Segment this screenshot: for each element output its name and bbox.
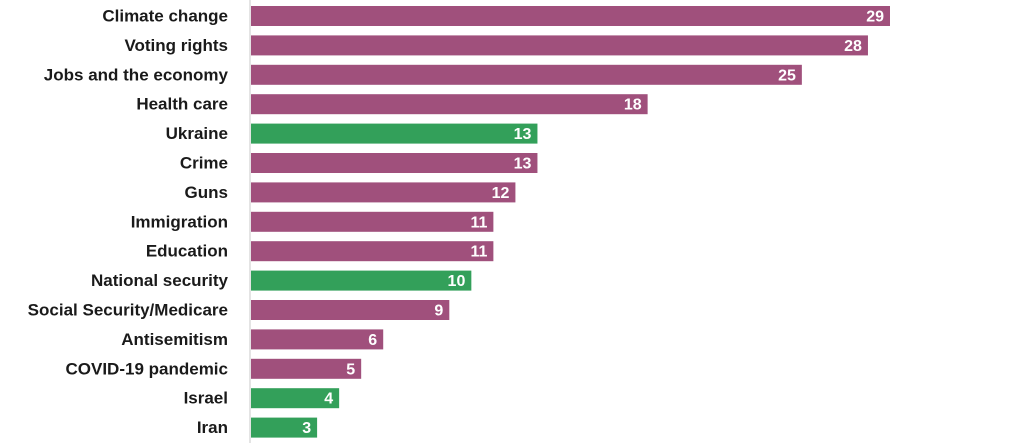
bar (251, 270, 472, 291)
value-label: 13 (514, 126, 532, 143)
bar (251, 123, 538, 144)
value-label: 5 (346, 361, 355, 378)
value-label: 13 (514, 156, 532, 173)
value-label: 25 (778, 67, 796, 84)
value-label: 11 (470, 214, 487, 231)
value-label: 11 (470, 244, 487, 261)
value-label: 29 (866, 9, 884, 26)
category-label: Israel (184, 389, 228, 408)
category-label: National security (91, 271, 229, 290)
category-label: COVID-19 pandemic (66, 359, 229, 378)
category-label: Jobs and the economy (44, 65, 229, 84)
value-label: 18 (624, 97, 642, 114)
value-label: 9 (434, 303, 443, 320)
category-label: Ukraine (166, 124, 228, 143)
bar (251, 64, 802, 85)
category-label: Iran (197, 418, 228, 437)
category-label: Antisemitism (121, 330, 228, 349)
category-label: Climate change (102, 7, 228, 26)
bar (251, 417, 318, 438)
value-label: 28 (844, 38, 862, 55)
bar (251, 182, 516, 203)
category-label: Health care (136, 95, 228, 114)
bar (251, 211, 494, 232)
category-label: Guns (185, 183, 228, 202)
category-label: Education (146, 242, 228, 261)
category-label: Social Security/Medicare (28, 301, 228, 320)
value-label: 10 (448, 273, 466, 290)
bar (251, 329, 384, 350)
bar (251, 388, 340, 409)
bar (251, 153, 538, 173)
bar (251, 241, 494, 262)
value-label: 4 (324, 391, 333, 408)
bar (251, 6, 890, 26)
value-label: 6 (368, 332, 377, 349)
value-label: 12 (492, 185, 510, 202)
category-label: Immigration (131, 212, 228, 231)
category-label: Voting rights (124, 36, 228, 55)
bar (251, 35, 868, 56)
category-label: Crime (180, 154, 228, 173)
category-labels-group: Climate change Voting rights Jobs and the … (28, 7, 229, 438)
bar (251, 300, 450, 320)
bar (251, 94, 648, 115)
bars-group (251, 6, 890, 438)
bar (251, 358, 362, 379)
value-label: 3 (302, 420, 311, 437)
